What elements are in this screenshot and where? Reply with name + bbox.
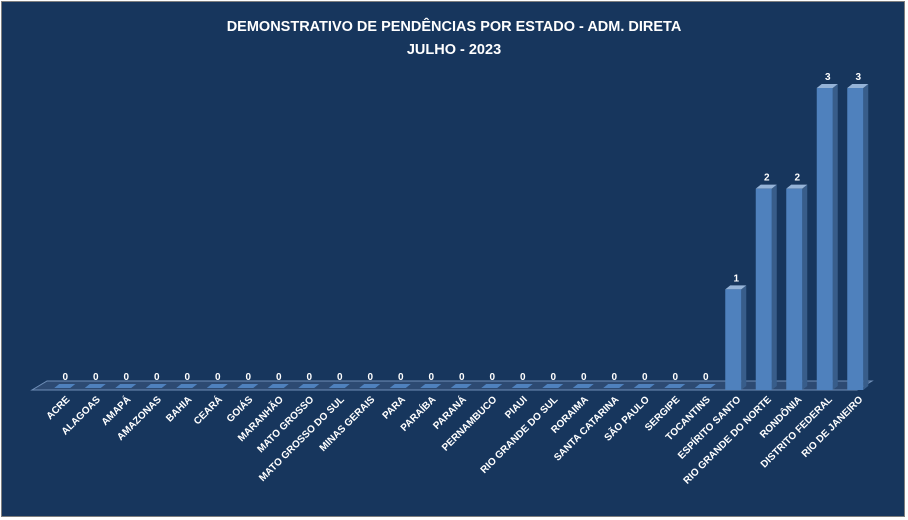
value-label: 0 [93,372,99,383]
bar [298,384,320,388]
bar [115,384,137,388]
bar-front [725,289,742,390]
bar-side [802,184,808,390]
bar [572,384,594,388]
value-labels-group: 0 0 0 0 0 0 0 0 0 0 0 0 0 0 0 0 0 0 0 0 0 0 1 2 2 3 3 [62,72,861,383]
bar [176,384,198,388]
value-label: 1 [733,273,739,284]
value-label: 0 [154,372,160,383]
value-label: 2 [794,173,800,184]
value-label: 3 [855,72,861,83]
category-label: PERNAMBUCO [440,394,499,453]
bar [603,384,625,388]
value-label: 0 [184,372,190,383]
category-label: GOIÁS [223,393,255,425]
value-label: 0 [550,372,556,383]
value-label: 0 [581,372,587,383]
bar-side [741,285,747,390]
bar [206,384,228,388]
value-label: 0 [672,372,678,383]
bar [84,384,106,388]
bar-front [847,88,864,390]
bar [725,285,747,390]
bar [816,84,838,390]
bar [542,384,564,388]
value-label: 0 [398,372,404,383]
bar [237,384,259,388]
bar-front [755,188,772,390]
bar-top [725,285,747,290]
bar [328,384,350,388]
value-label: 0 [337,372,343,383]
category-label: BAHIA [164,394,194,424]
chart-title: DEMONSTRATIVO DE PENDÊNCIAS POR ESTADO -… [227,17,682,35]
value-label: 0 [123,372,129,383]
value-label: 0 [276,372,282,383]
bar [755,184,777,390]
bar-top [847,84,869,88]
bar-top [786,184,808,189]
category-label: ACRE [45,394,73,422]
value-label: 0 [520,372,526,383]
bar [359,384,381,388]
bar-front [816,88,833,390]
value-label: 0 [428,372,434,383]
bar-top [755,184,777,189]
bar [54,384,76,388]
value-label: 0 [215,372,221,383]
bar-top [816,84,838,88]
value-label: 0 [611,372,617,383]
chart-subtitle: JULHO - 2023 [407,42,501,58]
bar [694,384,716,388]
category-label: PIAUI [503,394,530,421]
bar [420,384,442,388]
bars-group [54,84,869,390]
bar [511,384,533,388]
bar [633,384,655,388]
value-label: 0 [245,372,251,383]
value-label: 0 [306,372,312,383]
value-label: 3 [825,72,831,83]
bar [481,384,503,388]
bar-side [863,84,869,390]
value-label: 0 [642,372,648,383]
value-label: 0 [367,372,373,383]
value-label: 0 [489,372,495,383]
category-label: MINAS GERAIS [318,394,378,454]
bar [786,184,808,390]
value-label: 0 [459,372,465,383]
bar [267,384,289,388]
value-label: 0 [703,372,709,383]
category-label: CEARÁ [191,393,225,427]
bar [450,384,472,388]
bar-side [832,84,838,390]
bar-front [786,188,803,390]
category-label: PARA [381,394,408,421]
bar-side [771,184,777,390]
bar [664,384,686,388]
bar [847,84,869,390]
value-label: 0 [62,372,68,383]
value-label: 2 [764,173,770,184]
bar [389,384,411,388]
bar [145,384,167,388]
